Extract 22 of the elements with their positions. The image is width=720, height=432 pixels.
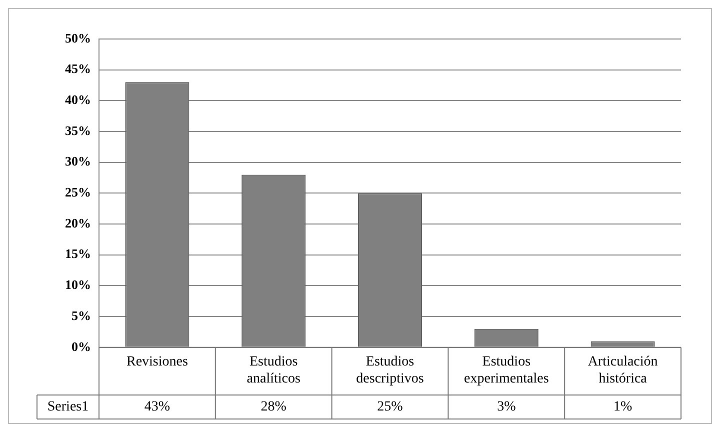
y-tick-label: 50% bbox=[65, 30, 91, 46]
y-tick-label: 40% bbox=[65, 92, 91, 108]
legend-label: Series1 bbox=[47, 400, 89, 415]
x-tick-label: Estudios analíticos bbox=[246, 354, 300, 386]
y-tick-label: 30% bbox=[65, 154, 91, 169]
data-label: 25% bbox=[377, 400, 404, 415]
data-label: 28% bbox=[260, 400, 287, 415]
y-tick-label: 35% bbox=[65, 122, 91, 138]
y-tick-label: 45% bbox=[65, 61, 91, 76]
y-tick-label: 10% bbox=[65, 277, 91, 292]
x-tick-label: Estudios descriptivos bbox=[356, 354, 424, 386]
y-tick-label: 20% bbox=[65, 215, 91, 230]
x-tick-label: Estudios experimentales bbox=[464, 354, 549, 386]
data-label: 3% bbox=[497, 400, 516, 415]
y-tick-label: 25% bbox=[65, 184, 91, 200]
data-label: 43% bbox=[144, 400, 170, 415]
y-tick-label: 5% bbox=[72, 308, 91, 323]
y-tick-label: 0% bbox=[72, 338, 91, 354]
y-tick-label: 15% bbox=[65, 246, 91, 262]
data-label: 1% bbox=[613, 400, 632, 415]
x-tick-label: Articulación histórica bbox=[588, 354, 658, 386]
x-tick-label: Revisiones bbox=[126, 354, 188, 370]
